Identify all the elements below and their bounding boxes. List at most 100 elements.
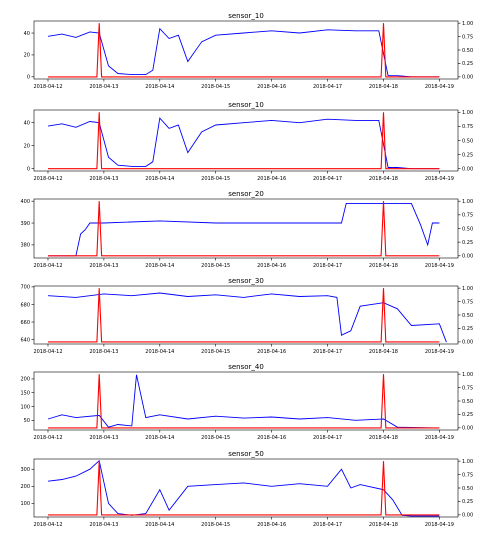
x-tick-label: 2018-04-15 (201, 263, 230, 269)
y-right-tick-label: 0.50 (462, 226, 473, 232)
x-tick-label: 2018-04-13 (89, 263, 118, 269)
y-right-tick-label: 0.75 (462, 34, 473, 40)
y-right-tick-label: 0.00 (462, 426, 473, 432)
y-right-tick-label: 0.75 (462, 213, 473, 219)
y-left-tick-label: 300 (20, 467, 30, 473)
y-right-tick-label: 0.50 (462, 399, 473, 405)
x-tick-label: 2018-04-14 (145, 522, 174, 528)
x-tick-label: 2018-04-16 (257, 522, 286, 528)
y-left-tick-label: 50 (24, 418, 30, 424)
sensor-series-line (47, 459, 440, 517)
y-right-tick-label: 0.50 (462, 138, 473, 144)
sensor-series-line (47, 292, 447, 343)
sensor-series-line (47, 117, 440, 170)
x-tick-label: 2018-04-19 (425, 263, 454, 269)
chart-title: sensor_10 (228, 101, 264, 109)
x-tick-label: 2018-04-14 (145, 435, 174, 441)
chart-panel-5: sensor_40 2018-04-12 2018-04-13 2018-04-14 2… (20, 363, 473, 441)
y-right-tick-label: 0.25 (462, 412, 473, 418)
y-left-tick-label: 640 (20, 337, 30, 343)
x-tick-label: 2018-04-14 (145, 84, 174, 90)
y-left-tick-label: 150 (20, 391, 30, 397)
flag-series-line (48, 23, 440, 78)
x-tick-label: 2018-04-18 (369, 176, 398, 182)
flag-series-line (48, 112, 440, 170)
y-right-tick-label: 0.75 (462, 472, 473, 478)
x-tick-label: 2018-04-17 (313, 176, 342, 182)
y-right-tick-label: 0.00 (462, 254, 473, 260)
y-right-tick-label: 1.00 (462, 110, 473, 116)
y-left-tick-label: 100 (20, 404, 30, 410)
y-right-tick-label: 1.00 (462, 21, 473, 27)
x-tick-label: 2018-04-14 (145, 349, 174, 355)
x-tick-label: 2018-04-18 (369, 522, 398, 528)
y-right-tick-label: 0.50 (462, 48, 473, 54)
y-right-tick-label: 0.25 (462, 499, 473, 505)
y-right-tick-label: 0.00 (462, 340, 473, 346)
y-right-tick-label: 0.00 (462, 75, 473, 81)
x-tick-label: 2018-04-18 (369, 435, 398, 441)
y-right-tick-label: 0.25 (462, 61, 473, 67)
flag-series-line (48, 288, 440, 343)
y-right-tick-label: 0.75 (462, 124, 473, 130)
x-tick-label: 2018-04-15 (201, 522, 230, 528)
flag-series-line (48, 461, 440, 516)
x-tick-label: 2018-04-12 (33, 84, 62, 90)
x-tick-label: 2018-04-12 (33, 349, 62, 355)
chart-title: sensor_10 (228, 12, 264, 20)
x-tick-label: 2018-04-16 (257, 435, 286, 441)
y-right-tick-label: 0.25 (462, 152, 473, 158)
chart-title: sensor_40 (228, 363, 264, 371)
sensor-series-line (48, 202, 440, 257)
sensor-series-line (47, 27, 440, 78)
x-tick-label: 2018-04-12 (33, 263, 62, 269)
y-right-tick-label: 1.00 (462, 286, 473, 292)
y-left-tick-label: 200 (20, 484, 30, 490)
x-tick-label: 2018-04-15 (201, 84, 230, 90)
x-tick-label: 2018-04-15 (201, 349, 230, 355)
y-left-tick-label: 0 (27, 75, 30, 81)
x-tick-label: 2018-04-12 (33, 435, 62, 441)
x-tick-label: 2018-04-16 (257, 263, 286, 269)
x-tick-label: 2018-04-14 (145, 263, 174, 269)
y-left-tick-label: 20 (24, 53, 30, 59)
y-left-tick-label: 660 (20, 320, 30, 326)
y-right-tick-label: 0.50 (462, 486, 473, 492)
x-tick-label: 2018-04-17 (313, 84, 342, 90)
y-right-tick-label: 1.00 (462, 372, 473, 378)
y-right-tick-label: 0.00 (462, 167, 473, 173)
x-tick-label: 2018-04-14 (145, 176, 174, 182)
x-tick-label: 2018-04-19 (425, 84, 454, 90)
x-tick-label: 2018-04-16 (257, 84, 286, 90)
x-tick-label: 2018-04-13 (89, 176, 118, 182)
x-tick-label: 2018-04-18 (369, 263, 398, 269)
x-tick-label: 2018-04-19 (425, 349, 454, 355)
x-tick-label: 2018-04-19 (425, 176, 454, 182)
x-tick-label: 2018-04-13 (89, 522, 118, 528)
flag-series-line (48, 201, 440, 257)
y-right-tick-label: 0.75 (462, 385, 473, 391)
chart-panel-3: sensor_20 2018-04-12 2018-04-13 2018-04-14 2… (20, 190, 473, 269)
x-tick-label: 2018-04-17 (313, 263, 342, 269)
chart-panel-4: sensor_30 2018-04-12 2018-04-13 2018-04-14 2… (20, 277, 473, 355)
chart-title: sensor_30 (228, 277, 264, 285)
y-right-tick-label: 0.00 (462, 513, 473, 519)
x-tick-label: 2018-04-19 (425, 435, 454, 441)
x-tick-label: 2018-04-12 (33, 522, 62, 528)
flag-series-line (48, 374, 440, 429)
x-tick-label: 2018-04-13 (89, 84, 118, 90)
x-tick-label: 2018-04-17 (313, 522, 342, 528)
y-left-tick-label: 400 (20, 199, 30, 205)
x-tick-label: 2018-04-17 (313, 349, 342, 355)
chart-panel-1: sensor_10 2018-04-12 2018-04-13 2018-04-14 2… (24, 12, 474, 90)
chart-title: sensor_20 (228, 190, 264, 198)
y-right-tick-label: 1.00 (462, 459, 473, 465)
y-left-tick-label: 390 (20, 221, 30, 227)
y-left-tick-label: 200 (20, 377, 30, 383)
x-tick-label: 2018-04-18 (369, 349, 398, 355)
y-right-tick-label: 0.50 (462, 313, 473, 319)
x-tick-label: 2018-04-13 (89, 349, 118, 355)
y-left-tick-label: 40 (24, 120, 30, 126)
y-right-tick-label: 0.75 (462, 299, 473, 305)
